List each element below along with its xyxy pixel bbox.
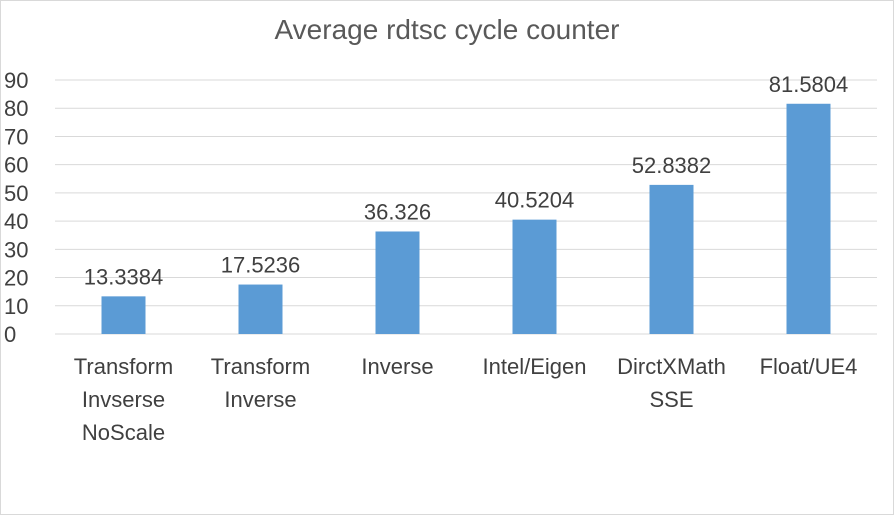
category-label: Invserse [82, 387, 165, 412]
data-label: 13.3384 [84, 264, 164, 289]
category-label: Transform [74, 354, 173, 379]
y-tick-label: 70 [4, 124, 28, 149]
data-label: 52.8382 [632, 153, 712, 178]
y-tick-label: 0 [4, 322, 16, 347]
category-label: DirctXMath [617, 354, 726, 379]
bar [649, 184, 694, 334]
category-label: Intel/Eigen [483, 354, 587, 379]
y-tick-label: 20 [4, 266, 28, 291]
category-label: Float/UE4 [760, 354, 858, 379]
data-label: 40.5204 [495, 188, 575, 213]
y-tick-label: 30 [4, 237, 28, 262]
category-label: Inverse [224, 387, 296, 412]
y-tick-label: 80 [4, 96, 28, 121]
y-tick-label: 50 [4, 181, 28, 206]
bar [786, 103, 831, 334]
category-label: Inverse [361, 354, 433, 379]
y-tick-label: 60 [4, 153, 28, 178]
bar [238, 284, 283, 334]
bar [101, 296, 146, 334]
y-tick-label: 40 [4, 209, 28, 234]
data-label: 36.326 [364, 199, 431, 224]
y-tick-label: 10 [4, 294, 28, 319]
data-label: 17.5236 [221, 253, 301, 278]
bar [512, 219, 557, 334]
y-tick-label: 90 [4, 68, 28, 93]
bar [375, 231, 420, 334]
category-label: NoScale [82, 420, 165, 445]
category-label: SSE [649, 387, 693, 412]
category-label: Transform [211, 354, 310, 379]
data-label: 81.5804 [769, 72, 849, 97]
chart-title: Average rdtsc cycle counter [274, 14, 620, 45]
